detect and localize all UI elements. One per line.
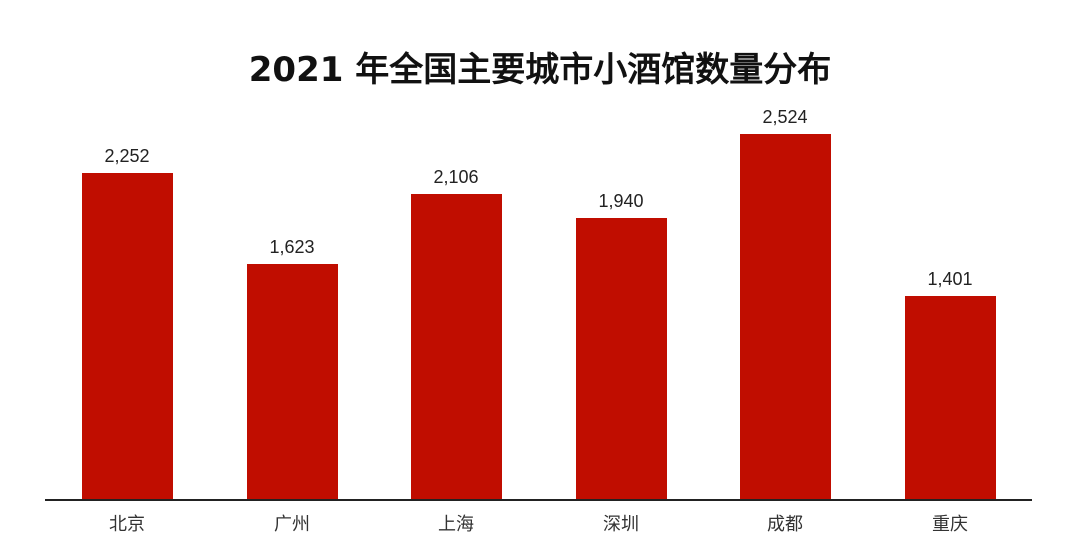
value-label: 1,623 <box>269 237 315 257</box>
x-tick-label: 广州 <box>274 514 310 535</box>
value-label: 2,106 <box>433 167 479 187</box>
bar-beijing <box>82 173 173 499</box>
bar-shanghai <box>411 194 502 499</box>
bar-chongqing <box>905 296 996 499</box>
bar-shenzhen <box>576 218 667 499</box>
x-tick-label: 深圳 <box>603 514 639 535</box>
bar-guangzhou <box>247 264 338 499</box>
x-tick-label: 成都 <box>767 514 803 535</box>
x-tick-label: 北京 <box>109 514 145 535</box>
x-axis-line <box>45 499 1032 501</box>
value-label: 1,940 <box>598 191 644 211</box>
x-tick-label: 上海 <box>438 514 474 535</box>
bar-chengdu <box>740 134 831 499</box>
value-label: 1,401 <box>927 269 973 289</box>
chart-title: 2021 年全国主要城市小酒馆数量分布 <box>248 50 832 90</box>
value-label: 2,524 <box>762 107 808 127</box>
x-tick-label: 重庆 <box>932 514 968 535</box>
value-label: 2,252 <box>104 146 150 166</box>
